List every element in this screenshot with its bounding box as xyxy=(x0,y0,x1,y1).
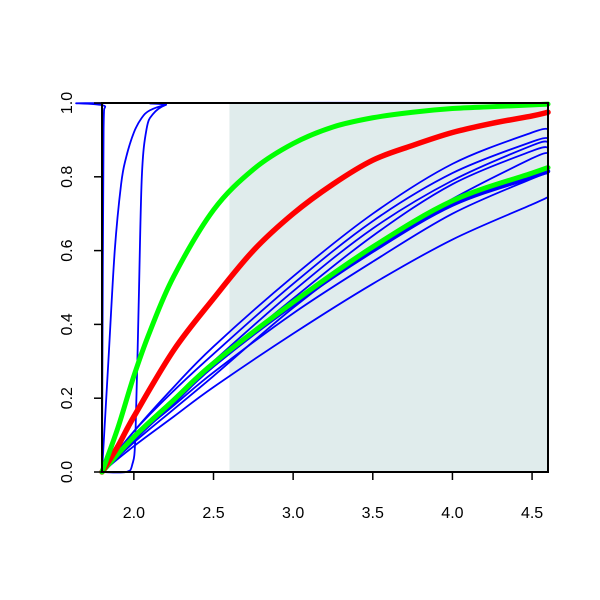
y-tick-label: 0.8 xyxy=(59,166,76,188)
axes: 2.0 2.5 3.0 3.5 4.0 4.5 0.0 0.2 0.4 0.6 0.8 1.0 xyxy=(59,92,549,522)
series-line-9 xyxy=(101,137,549,473)
series-line-13 xyxy=(99,109,551,475)
x-tick-label: 2.0 xyxy=(123,505,145,522)
series-line-6 xyxy=(101,151,549,473)
x-tick-label: 3.5 xyxy=(362,505,384,522)
y-tick-label: 0.2 xyxy=(59,387,76,409)
y-tick-label: 1.0 xyxy=(59,92,76,114)
x-tick-label: 2.5 xyxy=(202,505,224,522)
x-tick-label: 3.0 xyxy=(282,505,304,522)
y-tick-label: 0.4 xyxy=(59,313,76,335)
series-lines xyxy=(75,101,551,475)
series-line-10 xyxy=(101,127,549,473)
series-line-12 xyxy=(99,165,551,475)
series-line-14 xyxy=(99,101,551,475)
series-line-4 xyxy=(101,196,549,473)
x-tick-label: 4.5 xyxy=(521,505,543,522)
y-tick-label: 0.6 xyxy=(59,239,76,261)
y-tick-label: 0.0 xyxy=(59,461,76,483)
x-tick-label: 4.0 xyxy=(441,505,463,522)
